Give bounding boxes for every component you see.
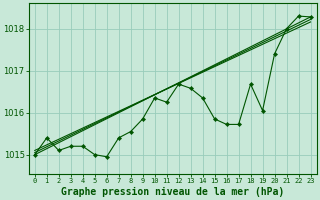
X-axis label: Graphe pression niveau de la mer (hPa): Graphe pression niveau de la mer (hPa) [61,186,284,197]
